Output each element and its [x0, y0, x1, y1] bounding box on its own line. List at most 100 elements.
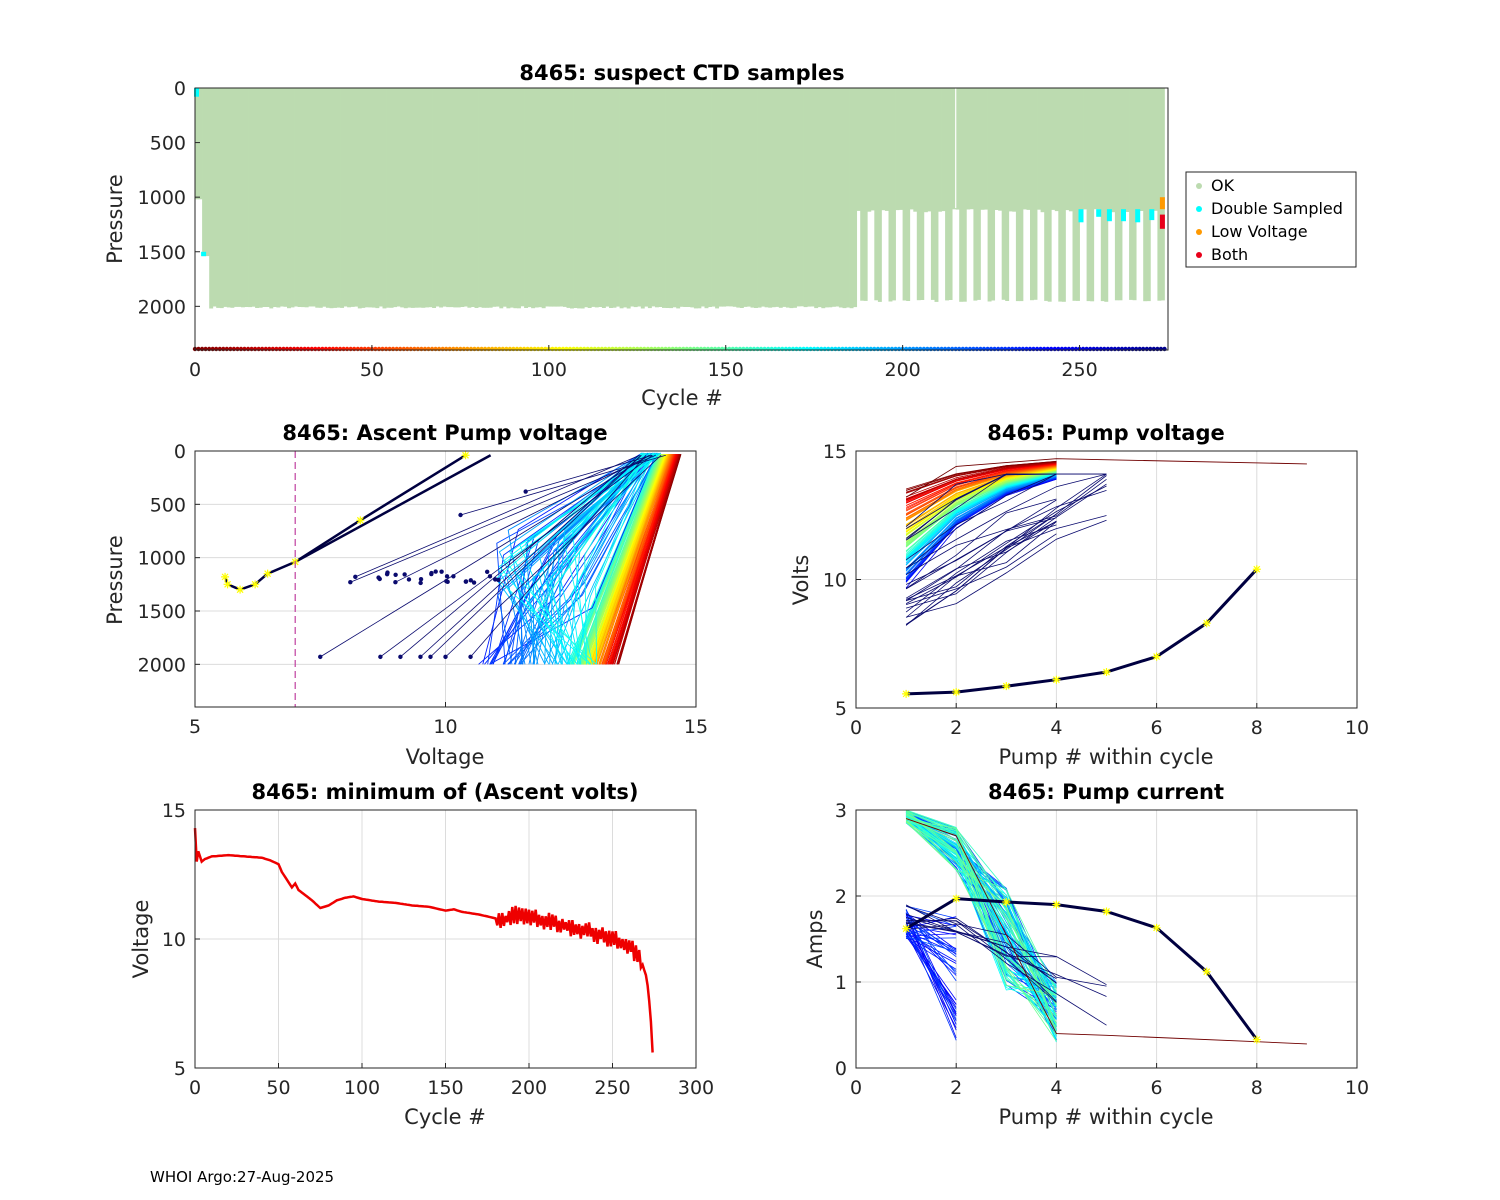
ok-profile-bar [460, 88, 465, 307]
pumpvolt-cycle-line [905, 472, 1057, 556]
double-sampled-mark [1149, 209, 1155, 221]
pumpvolt-early-line [905, 521, 1057, 618]
pumpvolt-ytick-label: 15 [823, 441, 847, 463]
ok-profile-bar [1044, 88, 1049, 301]
ok-profile-bar [1054, 88, 1059, 212]
ok-profile-bar [216, 88, 221, 308]
ok-profile-bar [838, 88, 843, 308]
pumpvolt-cycle-line [905, 473, 1057, 562]
ascent-early-point [378, 654, 383, 660]
ascent-xtick-label: 5 [189, 716, 201, 738]
ok-profile-bar [1107, 88, 1112, 210]
pumpcurr-latest-cycle-star [1052, 900, 1061, 909]
minvolt-x-axis-label: Cycle # [404, 1105, 486, 1129]
minvolt-ytick-label: 10 [162, 929, 186, 951]
ascent-early-point [348, 580, 353, 585]
ok-profile-bar [747, 88, 751, 307]
pumpcurr-xtick-label: 0 [850, 1077, 862, 1099]
ok-profile-bar [994, 88, 999, 210]
ok-profile-bar [368, 88, 373, 308]
ok-profile-bar [959, 88, 964, 302]
legend-marker-low-voltage [1196, 229, 1202, 235]
ok-profile-bar [969, 88, 974, 210]
ok-profile-bar [665, 88, 670, 308]
low-voltage-mark [1159, 197, 1165, 210]
ok-profile-bar [315, 88, 320, 308]
ascent-early-line [395, 454, 651, 583]
suspect-ytick-label: 1500 [138, 242, 186, 264]
chart-suspect-ctd-samples: 0 50 100 150 200 250 0 500 1000 1500 2000 8465: su… [103, 61, 1169, 410]
ok-profile-bar [899, 88, 904, 210]
ok-profile-bar [877, 88, 882, 302]
ok-profile-bar [973, 88, 978, 301]
ok-profile-bar [846, 88, 850, 308]
ok-profile-bar [725, 88, 730, 307]
pumpcurr-cycle-line [905, 811, 1057, 1004]
minvolt-grid [194, 809, 697, 1069]
pumpvolt-xtick-label: 2 [950, 717, 962, 739]
pumpcurr-early-line [905, 912, 957, 1039]
pumpcurr-cycle-line [905, 810, 1057, 989]
pumpvolt-cycle-line [905, 475, 1057, 575]
ok-profile-bar [686, 88, 691, 307]
ok-profile-bar [1030, 88, 1034, 301]
suspect-y-axis-label: Pressure [103, 174, 127, 264]
ascent-profile-line [595, 452, 654, 665]
ok-profile-bar [711, 88, 716, 307]
pumpcurr-cycle-line [905, 819, 1057, 1007]
ascent-latest-cycle-star [356, 516, 365, 525]
chart-minimum-ascent-volts: 0 50 100 150 200 250 300 5 10 15 8465: minimum of… [129, 780, 714, 1129]
ok-profile-bar [1160, 88, 1165, 301]
pumpcurr-mid-line [906, 920, 1057, 1003]
both-flag-mark [1159, 214, 1165, 229]
ok-profile-bar [807, 88, 812, 307]
ok-profile-bar [1125, 88, 1130, 212]
ascent-cluster-point [463, 579, 469, 584]
ok-profile-bar [1146, 88, 1151, 302]
ok-profile-bar [690, 88, 695, 308]
ascent-xtick-label: 10 [433, 716, 457, 738]
ok-profile-bar [1150, 88, 1155, 211]
ascent-early-point [428, 654, 433, 660]
pumpcurr-ytick-label: 1 [835, 972, 847, 994]
pumpcurr-latest-cycle-star [1252, 1035, 1261, 1044]
ok-profile-bar [998, 88, 1003, 211]
ok-profile-bar [446, 88, 451, 308]
ok-profile-bar [980, 88, 985, 210]
ok-profile-bar [548, 88, 553, 307]
ok-profile-bar [948, 88, 953, 300]
ascent-latest-cycle-star [461, 451, 470, 460]
ok-profile-bar [520, 88, 525, 307]
ok-profile-bar [591, 88, 596, 307]
ok-profile-bar [1153, 88, 1158, 211]
ok-profile-bar [1079, 88, 1084, 213]
ok-profile-bar [432, 88, 437, 308]
ascent-cluster-point [487, 574, 493, 579]
ok-profile-bar [325, 88, 330, 308]
ok-profile-bar [754, 88, 758, 308]
ok-profile-bar [1111, 88, 1116, 213]
pumpcurr-ytick-label: 2 [835, 886, 847, 908]
pumpvolt-cycle-line [905, 463, 1057, 509]
ascent-latest-cycle-star [251, 580, 260, 589]
double-sampled-mark [1096, 209, 1102, 217]
pumpvolt-latest-cycle-star [1102, 668, 1111, 677]
pumpvolt-latest-cycle-line [906, 568, 1258, 696]
ok-profile-bar [251, 88, 256, 307]
pumpvolt-cycle-line [905, 475, 1057, 572]
ascent-profile-line [590, 454, 667, 665]
ok-profile-bar [647, 88, 652, 309]
suspect-x-axis-label: Cycle # [641, 386, 723, 410]
ok-profile-bar [467, 88, 472, 308]
ok-profile-bar [555, 88, 560, 307]
ascent-profile-line [600, 454, 671, 665]
pumpcurr-ytick-label: 3 [835, 800, 847, 822]
ok-profile-bar [718, 88, 723, 307]
ok-profile-bar [920, 88, 925, 300]
minvolt-xtick-label: 0 [189, 1077, 201, 1099]
ok-profile-bar [757, 88, 762, 308]
ok-profile-bar [1058, 88, 1063, 302]
ascent-profile-line [549, 452, 650, 665]
minvolt-xtick-label: 150 [427, 1077, 463, 1099]
suspect-xtick-label: 50 [360, 359, 384, 381]
